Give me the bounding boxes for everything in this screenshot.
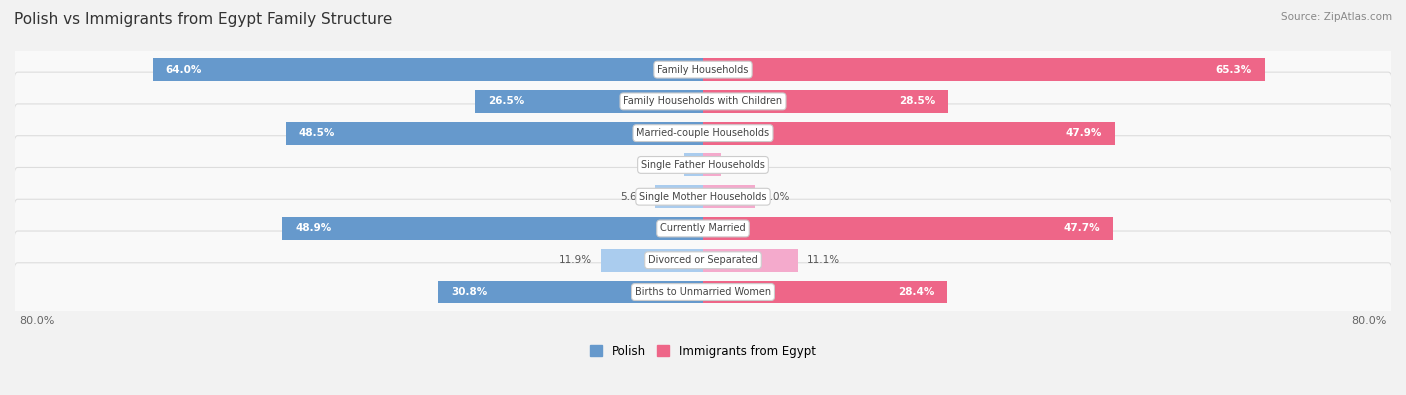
Bar: [703, 90, 948, 113]
Text: 2.1%: 2.1%: [730, 160, 756, 170]
Text: Family Households: Family Households: [658, 65, 748, 75]
Text: 48.5%: 48.5%: [299, 128, 335, 138]
Bar: [475, 90, 703, 113]
Text: Single Father Households: Single Father Households: [641, 160, 765, 170]
Text: Births to Unmarried Women: Births to Unmarried Women: [636, 287, 770, 297]
Text: 65.3%: 65.3%: [1215, 65, 1251, 75]
FancyBboxPatch shape: [13, 231, 1393, 290]
Bar: [703, 154, 721, 177]
Bar: [285, 122, 703, 145]
Text: Divorced or Separated: Divorced or Separated: [648, 255, 758, 265]
Bar: [439, 280, 703, 303]
FancyBboxPatch shape: [13, 136, 1393, 194]
Bar: [703, 217, 1114, 240]
Bar: [703, 58, 1264, 81]
Bar: [703, 249, 799, 272]
Text: 2.2%: 2.2%: [650, 160, 675, 170]
Text: 6.0%: 6.0%: [763, 192, 790, 202]
Text: Married-couple Households: Married-couple Households: [637, 128, 769, 138]
Text: 26.5%: 26.5%: [488, 96, 524, 106]
Bar: [600, 249, 703, 272]
Text: 47.9%: 47.9%: [1066, 128, 1102, 138]
FancyBboxPatch shape: [13, 72, 1393, 131]
Text: 48.9%: 48.9%: [295, 224, 332, 233]
Bar: [685, 154, 703, 177]
Bar: [703, 185, 755, 208]
FancyBboxPatch shape: [13, 104, 1393, 162]
Text: 5.6%: 5.6%: [620, 192, 647, 202]
Bar: [283, 217, 703, 240]
Bar: [655, 185, 703, 208]
FancyBboxPatch shape: [13, 167, 1393, 226]
Text: Single Mother Households: Single Mother Households: [640, 192, 766, 202]
Text: 47.7%: 47.7%: [1064, 224, 1101, 233]
Text: 11.1%: 11.1%: [807, 255, 841, 265]
Text: Family Households with Children: Family Households with Children: [623, 96, 783, 106]
FancyBboxPatch shape: [13, 263, 1393, 321]
Bar: [703, 122, 1115, 145]
Text: 28.5%: 28.5%: [898, 96, 935, 106]
Text: Source: ZipAtlas.com: Source: ZipAtlas.com: [1281, 12, 1392, 22]
Bar: [153, 58, 703, 81]
FancyBboxPatch shape: [13, 40, 1393, 99]
FancyBboxPatch shape: [13, 199, 1393, 258]
Text: 64.0%: 64.0%: [166, 65, 202, 75]
Text: 11.9%: 11.9%: [560, 255, 592, 265]
Text: 80.0%: 80.0%: [1351, 316, 1386, 326]
Legend: Polish, Immigrants from Egypt: Polish, Immigrants from Egypt: [585, 340, 821, 363]
Text: Currently Married: Currently Married: [661, 224, 745, 233]
Text: 30.8%: 30.8%: [451, 287, 488, 297]
Text: Polish vs Immigrants from Egypt Family Structure: Polish vs Immigrants from Egypt Family S…: [14, 12, 392, 27]
Bar: [703, 280, 948, 303]
Text: 80.0%: 80.0%: [20, 316, 55, 326]
Text: 28.4%: 28.4%: [898, 287, 935, 297]
